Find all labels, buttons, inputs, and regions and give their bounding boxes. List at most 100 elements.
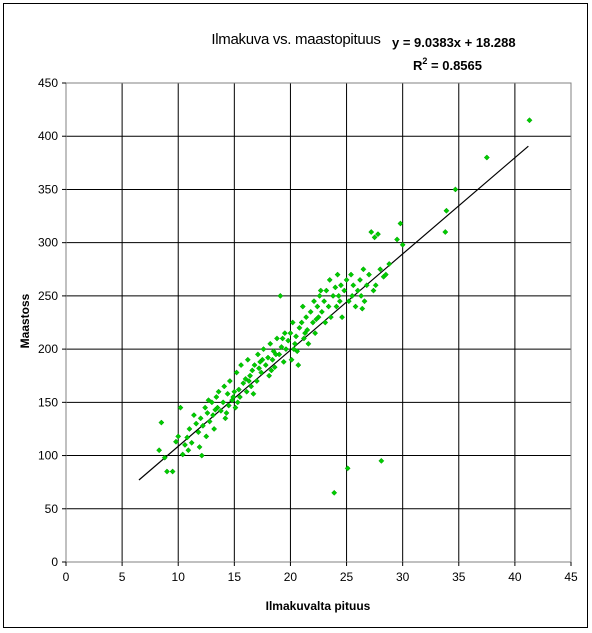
data-point: [372, 282, 379, 289]
data-point: [318, 308, 325, 315]
y-tick-label: 150: [38, 395, 58, 409]
data-point: [334, 271, 341, 278]
data-point: [343, 276, 350, 283]
chart-title: Ilmakuva vs. maastopituus: [211, 31, 380, 48]
data-point: [158, 419, 165, 426]
data-point: [312, 330, 319, 337]
data-point: [182, 441, 188, 448]
data-point: [193, 420, 200, 427]
data-point: [332, 284, 339, 291]
data-point: [185, 447, 192, 454]
data-point: [233, 369, 240, 376]
data-point: [269, 356, 276, 363]
data-point: [307, 308, 314, 315]
data-point: [277, 292, 284, 299]
data-point: [257, 358, 264, 365]
data-point: [358, 292, 365, 299]
data-point: [265, 354, 271, 361]
data-point: [382, 271, 389, 278]
data-point: [283, 346, 289, 353]
data-point: [345, 298, 352, 305]
data-point: [203, 433, 210, 440]
r-squared-sup: 2: [422, 56, 427, 66]
data-point: [323, 287, 330, 294]
data-point: [173, 438, 179, 445]
y-tick-label: 0: [51, 555, 58, 569]
data-point: [184, 434, 191, 441]
data-point: [247, 372, 253, 379]
data-point: [251, 362, 258, 369]
data-point: [164, 468, 170, 475]
data-point: [245, 378, 252, 384]
data-point: [313, 316, 320, 323]
data-point: [333, 303, 340, 310]
data-point: [363, 282, 370, 289]
data-point: [274, 335, 280, 342]
data-point: [399, 241, 406, 248]
data-point: [295, 362, 302, 369]
y-tick-label: 300: [38, 236, 58, 250]
data-point: [220, 399, 227, 406]
data-point: [188, 439, 195, 446]
x-tick-label: 0: [63, 570, 70, 584]
data-point: [161, 454, 168, 461]
y-tick-label: 450: [38, 76, 58, 90]
data-point: [322, 319, 329, 326]
data-point: [352, 303, 359, 310]
data-point: [197, 415, 204, 422]
data-point: [248, 383, 255, 390]
data-point: [278, 344, 285, 350]
data-point: [303, 314, 310, 321]
data-point: [279, 335, 286, 342]
data-point: [253, 378, 260, 384]
data-point: [169, 468, 176, 475]
data-point: [326, 276, 333, 283]
x-tick-label: 35: [452, 570, 466, 584]
data-point: [483, 154, 490, 161]
data-point: [238, 362, 245, 369]
data-point: [235, 386, 242, 393]
data-point: [250, 390, 257, 397]
y-tick-label: 100: [38, 449, 58, 463]
data-point: [232, 404, 239, 411]
data-point: [377, 266, 384, 273]
data-point: [222, 415, 229, 422]
data-point: [394, 236, 401, 243]
data-point: [375, 231, 381, 238]
x-tick-label: 30: [396, 570, 410, 584]
data-point: [336, 298, 343, 305]
trendline: [138, 145, 529, 481]
trendline-equation: y = 9.0383x + 18.288: [392, 35, 516, 50]
data-point: [285, 337, 292, 344]
data-points: [156, 117, 533, 496]
data-point: [321, 298, 328, 305]
data-point: [337, 282, 344, 289]
data-point: [212, 406, 219, 413]
data-point: [230, 394, 237, 400]
data-point: [330, 292, 337, 299]
data-point: [360, 266, 367, 273]
r-squared-label: R2 = 0.8565: [413, 56, 482, 73]
data-point: [354, 287, 361, 294]
x-axis-title: Ilmakuvalta pituus: [266, 599, 371, 613]
data-point: [298, 319, 305, 326]
r-squared-value: = 0.8565: [427, 58, 482, 73]
trendline-group: [138, 145, 529, 481]
data-point: [311, 298, 317, 305]
data-point: [349, 292, 356, 299]
plot-area-border: [65, 82, 572, 563]
data-point: [217, 407, 224, 414]
data-point: [268, 367, 275, 374]
data-point: [231, 388, 238, 395]
data-point: [327, 314, 334, 321]
data-point: [293, 333, 300, 340]
data-point: [371, 234, 378, 241]
data-point: [205, 397, 212, 404]
data-point: [361, 298, 368, 305]
data-point: [240, 380, 247, 387]
data-point: [397, 220, 404, 227]
x-tick-label: 10: [172, 570, 186, 584]
data-point: [198, 452, 205, 459]
data-point: [526, 117, 533, 124]
